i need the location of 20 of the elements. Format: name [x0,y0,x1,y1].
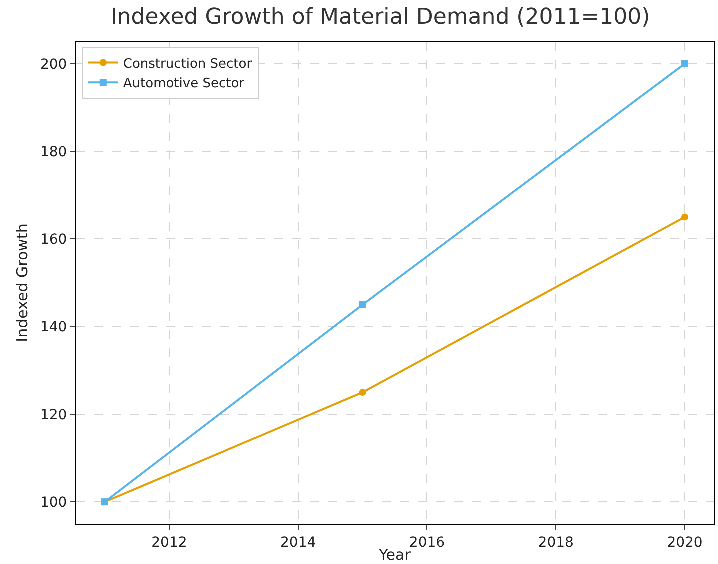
x-tick-label: 2012 [152,534,188,551]
y-tick-label: 180 [40,144,68,160]
y-tick-label: 100 [40,494,68,511]
legend-label: Construction Sector [123,56,253,72]
x-tick-label: 2018 [538,534,574,551]
point [359,389,366,396]
point [682,60,688,68]
x-tick-label: 2016 [409,534,446,551]
y-tick-label: 160 [40,232,68,248]
y-axis-title: Indexed Growth [14,224,32,342]
y-tick-label: 120 [40,407,68,424]
y-tick-label: 200 [40,56,68,73]
legend-label: Automotive Sector [123,76,246,92]
x-tick-label: 2014 [280,534,316,551]
chart-title: Indexed Growth of Material Demand (2011=100) [110,4,650,30]
x-axis-title: Year [378,546,412,564]
point [359,301,366,308]
y-tick-label: 140 [40,320,68,336]
x-tick-label: 2020 [667,534,703,551]
point [682,214,688,221]
